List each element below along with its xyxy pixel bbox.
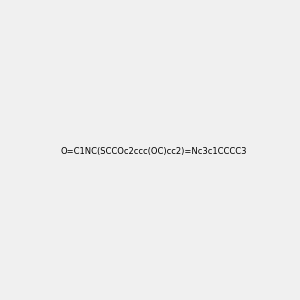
Text: O=C1NC(SCCOc2ccc(OC)cc2)=Nc3c1CCCC3: O=C1NC(SCCOc2ccc(OC)cc2)=Nc3c1CCCC3	[61, 147, 247, 156]
